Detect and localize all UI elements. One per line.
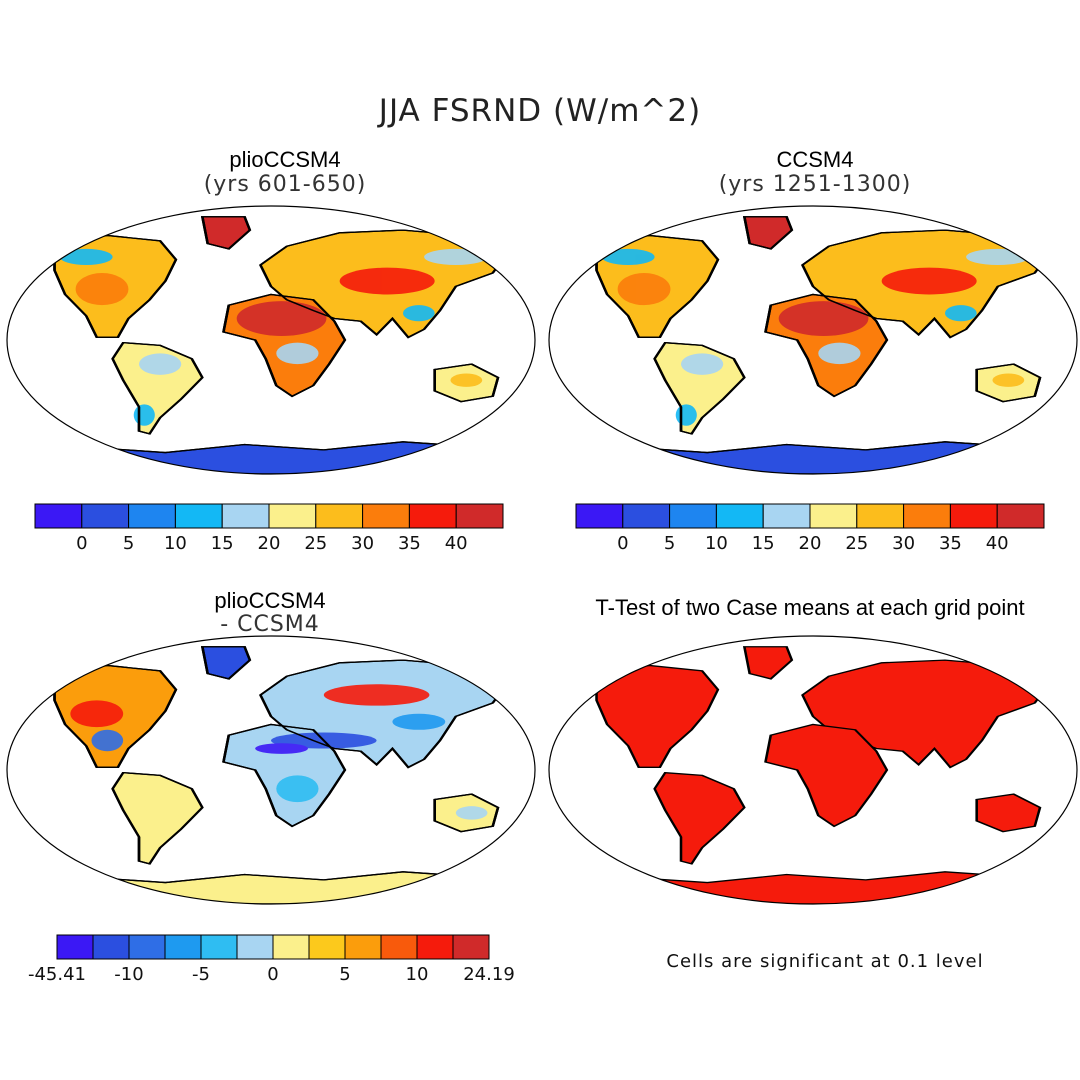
colorbar-cell	[452, 934, 490, 960]
colorbar-cell	[622, 503, 671, 529]
panel2-title: CCSM4	[776, 147, 854, 172]
colorbar-cell	[416, 934, 454, 960]
landmass-an	[549, 872, 1077, 904]
colorbar-tick-label: 35	[398, 533, 421, 554]
map-boundary-4	[548, 635, 1078, 905]
colorbar-tick-label: 5	[664, 533, 675, 554]
panel2-subtitle: (yrs 1251-1300)	[718, 172, 912, 197]
colorbar-tick-label: 40	[986, 533, 1009, 554]
map-boundary-3	[6, 635, 536, 905]
landmass-sa	[655, 773, 745, 864]
colorbar-tick-label: 20	[799, 533, 822, 554]
significance-note: Cells are significant at 0.1 level	[666, 951, 984, 972]
colorbar-cell	[903, 503, 951, 529]
colorbar-cell	[92, 934, 130, 960]
colorbar-cell	[308, 934, 346, 960]
panel1-subtitle: (yrs 601-650)	[203, 172, 367, 197]
map-panel-3	[6, 635, 536, 905]
colorbar-cell	[164, 934, 202, 960]
map-boundary-1	[6, 205, 536, 475]
colorbar-tick-label: 25	[304, 533, 327, 554]
colorbar-cell	[128, 934, 166, 960]
colorbar-cell	[34, 503, 83, 529]
panel1-title: plioCCSM4	[229, 147, 341, 172]
map-panel-2	[548, 205, 1078, 475]
colorbar-cell	[856, 503, 905, 529]
colorbar-cell	[408, 503, 457, 529]
colorbar-cell	[380, 934, 418, 960]
colorbar-tick-label: 10	[406, 964, 429, 985]
colorbar-tick-label: 30	[892, 533, 915, 554]
colorbar-tick-label: 0	[617, 533, 628, 554]
colorbar-cell	[362, 503, 410, 529]
colorbar-tick-label: 40	[445, 533, 468, 554]
panel3-subtitle: - CCSM4	[220, 612, 320, 637]
colorbar-tick-label: -10	[114, 964, 143, 985]
colorbar-cell	[56, 934, 94, 960]
colorbar-tick-label: 24.19	[463, 964, 515, 985]
panel4-title: T-Test of two Case means at each grid po…	[595, 595, 1025, 620]
colorbar-tick-label: 0	[76, 533, 87, 554]
colorbar-cell	[200, 934, 238, 960]
colorbar-cell	[455, 503, 504, 529]
colorbar-tick-label: 20	[258, 533, 281, 554]
colorbar-tick-label: -5	[192, 964, 210, 985]
landmass-na	[597, 665, 718, 767]
colorbar-cell	[315, 503, 364, 529]
colorbar-abs-left: 0 5 10 15 20 25 30 35 40	[34, 503, 504, 554]
colorbar-tick-label: 10	[164, 533, 187, 554]
colorbar-tick-label: 30	[351, 533, 374, 554]
colorbar-cell	[762, 503, 811, 529]
colorbar-cell	[236, 934, 274, 960]
figure-title: JJA FSRND (W/m^2)	[378, 93, 702, 129]
colorbar-tick-label: 15	[752, 533, 775, 554]
colorbar-cell	[669, 503, 717, 529]
colorbar-tick-label: 10	[705, 533, 728, 554]
colorbar-cell	[174, 503, 223, 529]
landmass-gr	[744, 647, 792, 679]
colorbar-cell	[575, 503, 624, 529]
colorbar-cell	[268, 503, 317, 529]
colorbar-diff: -45.41 -10 -5 0 5 10 24.19	[28, 934, 515, 985]
colorbar-tick-label: -45.41	[28, 964, 86, 985]
colorbar-cell	[272, 934, 310, 960]
colorbar-cell	[996, 503, 1045, 529]
field-highlights	[70, 684, 488, 820]
colorbar-cell	[949, 503, 998, 529]
landmass-au	[977, 794, 1040, 832]
map-panel-4	[548, 635, 1078, 905]
panel3-title: plioCCSM4	[214, 588, 326, 613]
colorbar-cell	[221, 503, 270, 529]
colorbar-cell	[809, 503, 858, 529]
colorbar-cell	[81, 503, 130, 529]
map-panel-1	[6, 205, 536, 475]
colorbar-tick-label: 15	[211, 533, 234, 554]
colorbar-tick-label: 25	[845, 533, 868, 554]
colorbar-tick-label: 0	[267, 964, 278, 985]
colorbar-cell	[344, 934, 382, 960]
map-boundary-2	[548, 205, 1078, 475]
colorbar-tick-label: 5	[123, 533, 134, 554]
field-highlights	[601, 248, 1030, 426]
colorbar-cell	[128, 503, 176, 529]
colorbar-tick-label: 35	[939, 533, 962, 554]
colorbar-tick-label: 5	[339, 964, 350, 985]
colorbar-abs-right: 0 5 10 15 20 25 30 35 40	[575, 503, 1045, 554]
colorbar-cell	[715, 503, 764, 529]
